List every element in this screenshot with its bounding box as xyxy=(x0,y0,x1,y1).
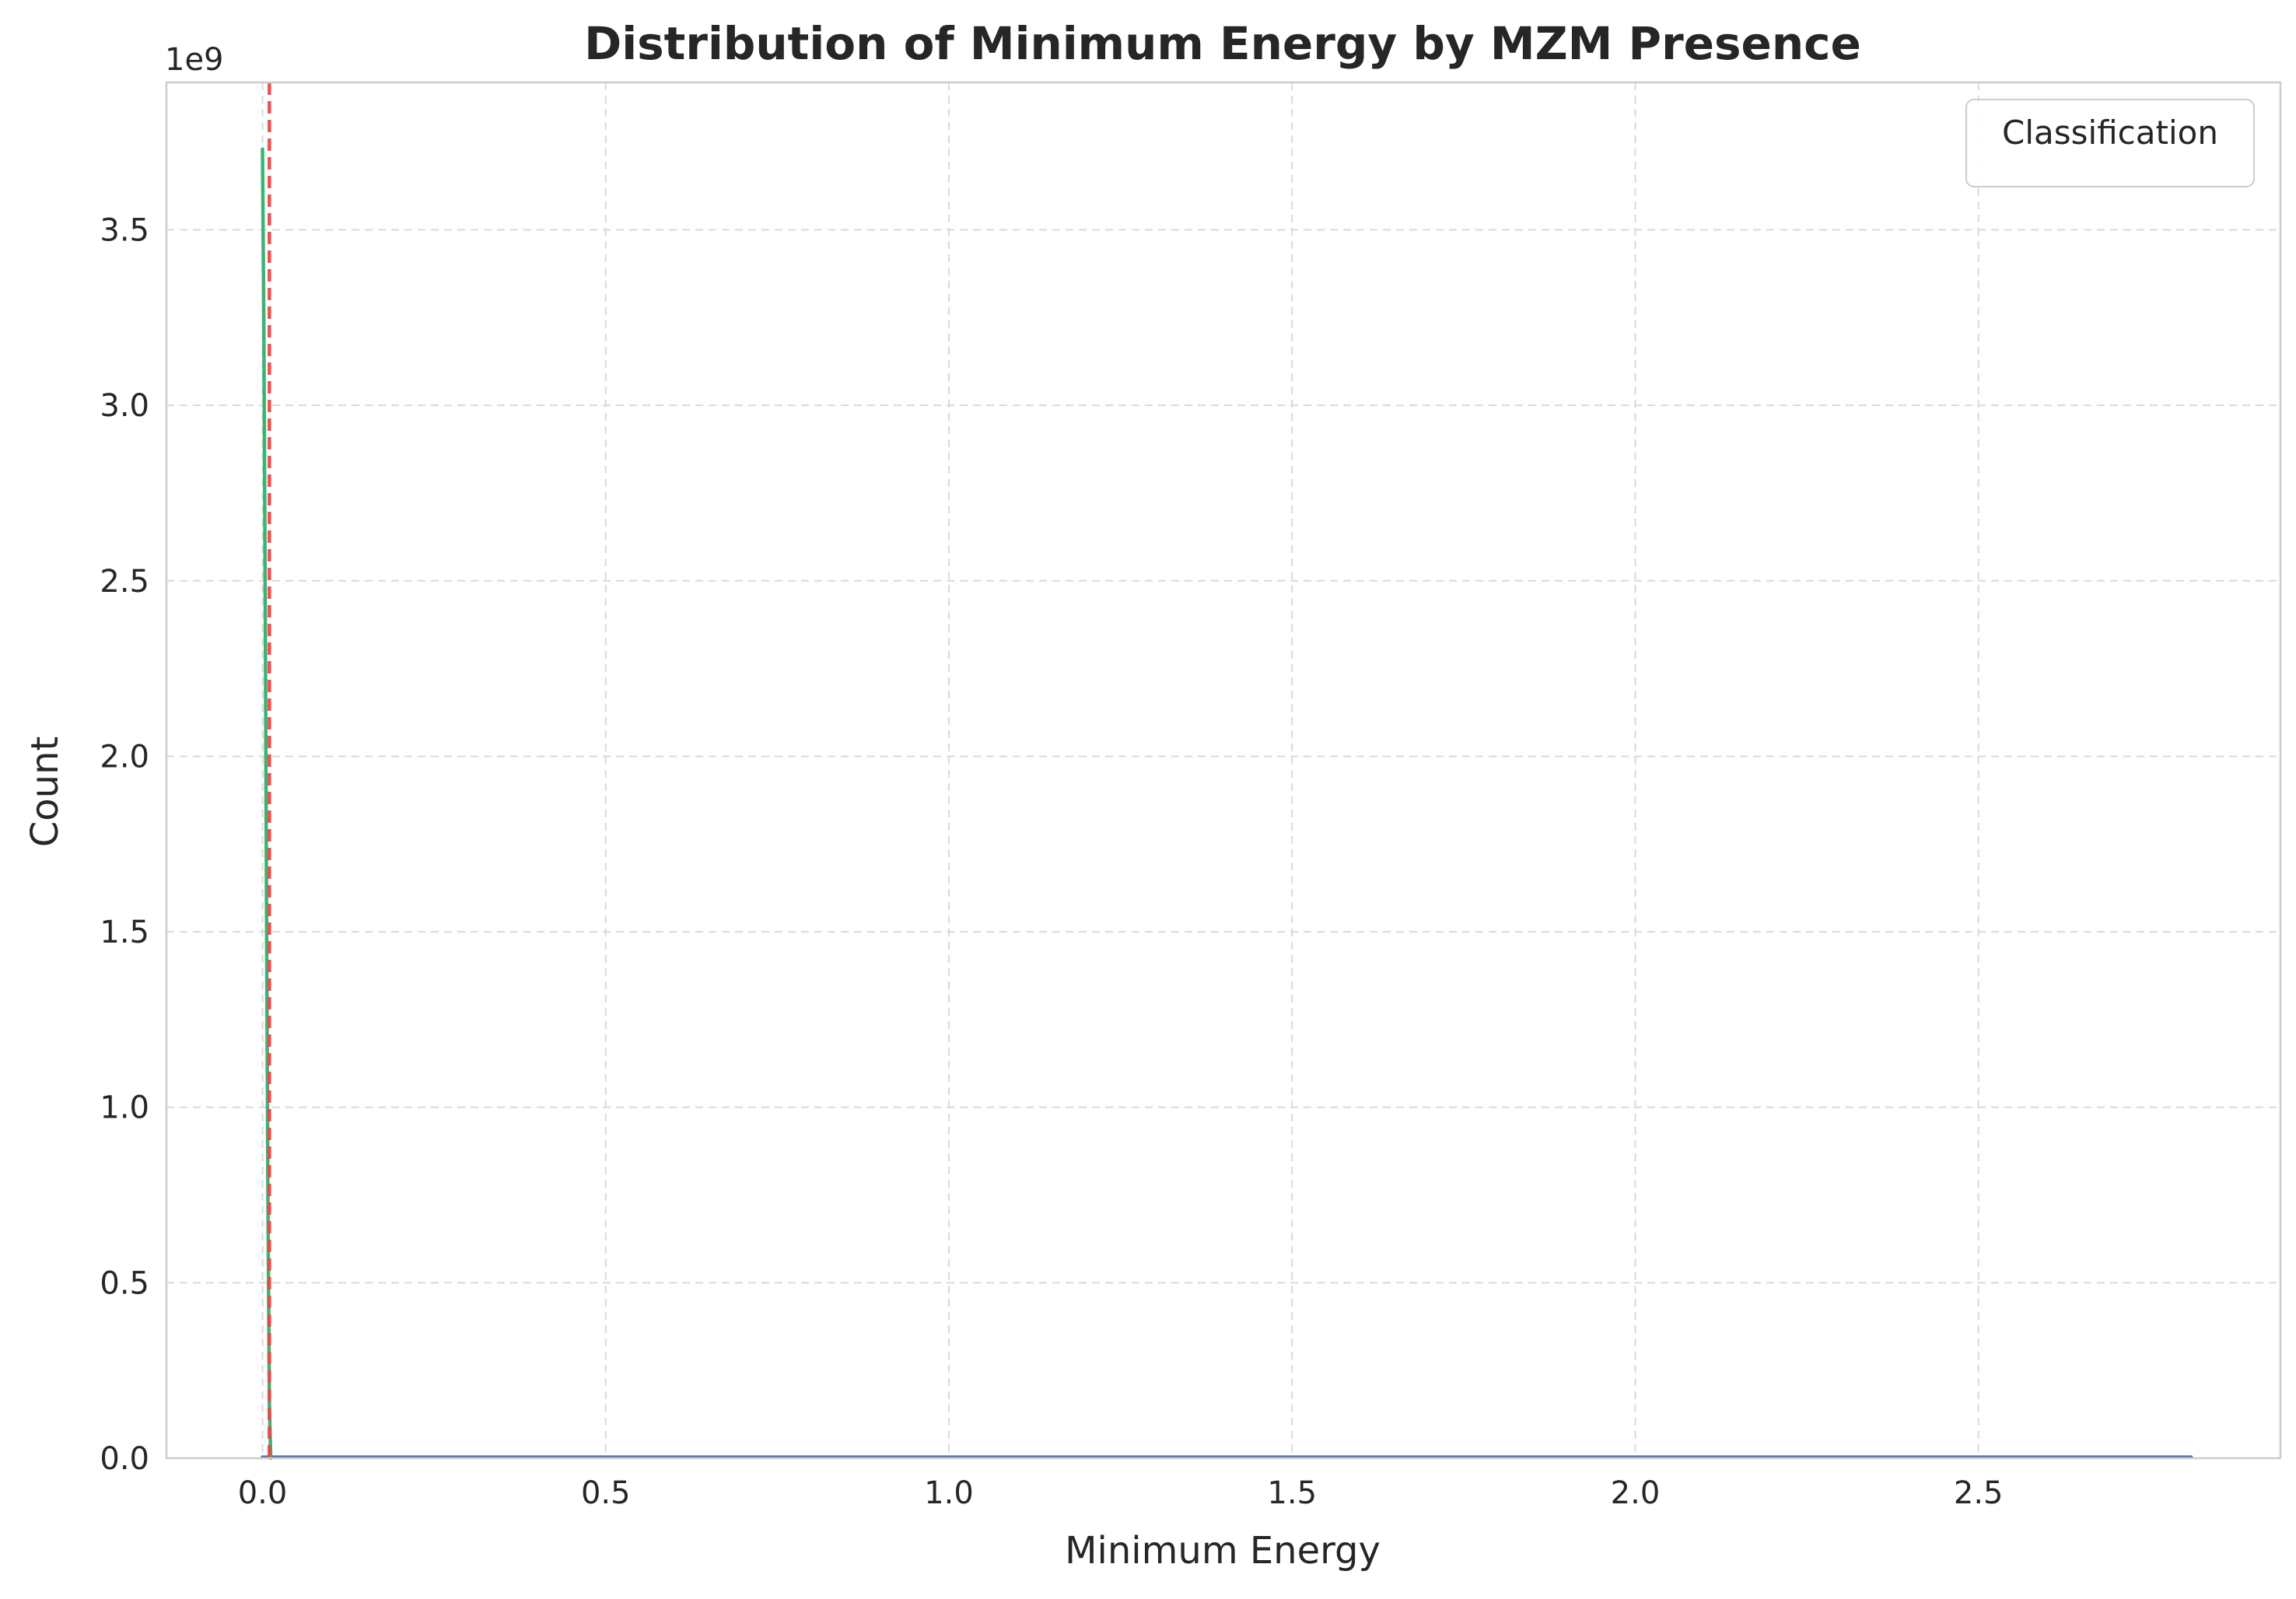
legend: Classification xyxy=(1965,99,2255,187)
y-tick-label: 1.0 xyxy=(100,1090,149,1126)
series-layer xyxy=(261,147,2193,1461)
x-axis-label: Minimum Energy xyxy=(1065,1529,1381,1573)
y-tick-label: 3.5 xyxy=(100,213,149,249)
y-tick-label: 1.5 xyxy=(100,915,149,950)
y-tick-label: 0.5 xyxy=(100,1265,149,1301)
x-tick-label: 2.0 xyxy=(1611,1475,1661,1511)
y-tick-label: 3.0 xyxy=(100,388,149,424)
legend-title: Classification xyxy=(2002,114,2218,152)
legend-box xyxy=(1965,99,2255,187)
plot-area xyxy=(166,82,2280,1458)
grid-lines xyxy=(166,82,2280,1459)
y-tick-label: 2.0 xyxy=(100,739,149,775)
y-axis-offset-label: 1e9 xyxy=(165,42,224,78)
series-line-0 xyxy=(261,147,273,1461)
plot-frame xyxy=(165,81,2282,1460)
x-tick-label: 1.0 xyxy=(924,1475,974,1511)
x-axis-ticks: 0.0 0.5 1.0 1.5 2.0 2.5 xyxy=(238,1475,2004,1511)
y-tick-label: 2.5 xyxy=(100,564,149,600)
x-tick-label: 1.5 xyxy=(1267,1475,1317,1511)
chart-title: Distribution of Minimum Energy by MZM Pr… xyxy=(584,17,1861,70)
y-axis-ticks: 0.0 0.5 1.0 1.5 2.0 2.5 3.0 3.5 xyxy=(100,213,149,1477)
y-axis-label: Count xyxy=(23,737,67,848)
x-tick-label: 0.0 xyxy=(238,1475,288,1511)
x-tick-label: 2.5 xyxy=(1954,1475,2004,1511)
x-tick-label: 0.5 xyxy=(581,1475,631,1511)
y-tick-label: 0.0 xyxy=(100,1441,149,1477)
